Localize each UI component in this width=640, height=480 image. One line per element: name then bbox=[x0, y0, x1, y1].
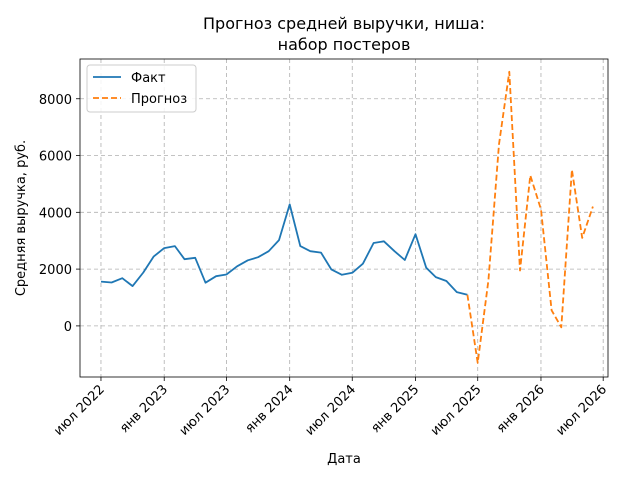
y-axis-label: Средняя выручка, руб. bbox=[14, 140, 29, 296]
y-tick-label: 2000 bbox=[39, 263, 72, 278]
legend: Факт Прогноз bbox=[86, 64, 197, 113]
y-tick-label: 8000 bbox=[39, 93, 72, 108]
x-tick-label: янв 2026 bbox=[494, 382, 548, 436]
x-tick-label: июл 2025 bbox=[428, 382, 485, 439]
x-tick-label: июл 2026 bbox=[554, 382, 611, 439]
x-tick-label: янв 2024 bbox=[243, 382, 297, 436]
y-tick-label: 6000 bbox=[39, 150, 72, 165]
x-axis-label: Дата bbox=[327, 452, 361, 467]
y-tick-label: 4000 bbox=[39, 206, 72, 221]
x-tick-label: июл 2022 bbox=[51, 382, 108, 439]
x-axis-ticks: июл 2022 янв 2023 июл 2023 янв 2024 июл 2024… bbox=[51, 377, 610, 439]
y-axis-ticks: 0 2000 4000 6000 8000 bbox=[39, 93, 80, 335]
x-tick-label: янв 2025 bbox=[368, 382, 422, 436]
plot-frame bbox=[79, 58, 609, 378]
legend-label-forecast: Прогноз bbox=[131, 92, 187, 107]
legend-label-fact: Факт bbox=[131, 71, 166, 86]
series-line-forecast bbox=[466, 70, 594, 364]
x-tick-label: июл 2023 bbox=[177, 382, 234, 439]
plot-series bbox=[100, 70, 594, 364]
y-tick-label: 0 bbox=[64, 320, 72, 335]
x-tick-label: июл 2024 bbox=[303, 382, 360, 439]
chart-title-line-1: Прогноз средней выручки, ниша: bbox=[203, 14, 485, 33]
x-tick-label: янв 2023 bbox=[117, 382, 171, 436]
series-line-fact bbox=[100, 203, 468, 296]
chart-title-line-2: набор постеров bbox=[278, 35, 411, 54]
